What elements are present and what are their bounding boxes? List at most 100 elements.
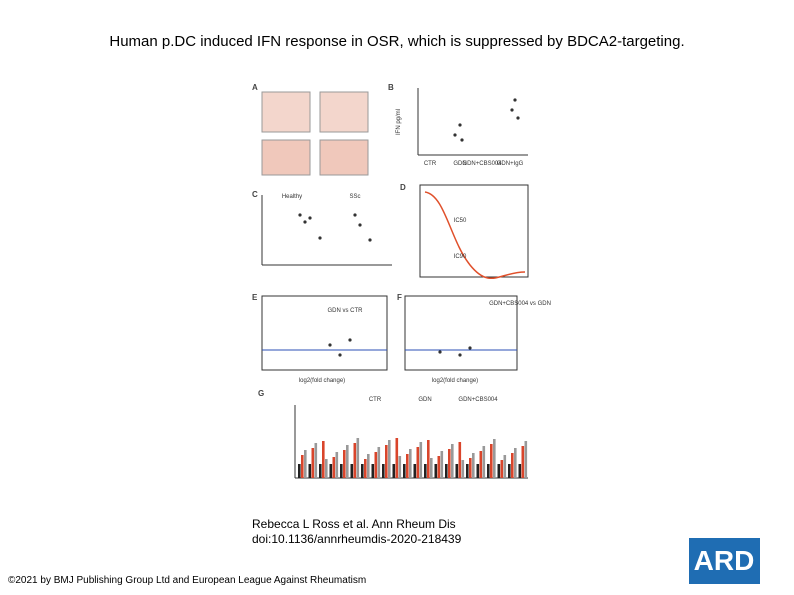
illustrative-bar [361,464,364,478]
logo-box [689,538,760,584]
copyright: ©2021 by BMJ Publishing Group Ltd and Eu… [8,575,366,586]
illustrative-bar [455,464,459,478]
panel-letter: B [388,83,394,92]
illustrative-bar [434,464,438,478]
illustrative-bar [353,443,357,478]
illustrative-bar [427,440,430,478]
illustrative-bar [350,464,354,478]
illustrative-bar [416,447,420,478]
panel-text: GDN vs CTR [328,308,364,314]
plot-frame [404,295,518,371]
panel-letter: C [252,190,258,199]
plot-frame [261,295,388,371]
panel-text: log2(fold change) [432,378,478,384]
citation-doi: doi:10.1136/annrheumdis-2020-218439 [252,532,462,546]
illustrative-bar [356,438,360,478]
illustrative-bar [403,464,406,478]
illustrative-dot [516,116,520,120]
panel-text: CTR [424,161,437,167]
illustrative-bar [440,451,444,478]
panel-text: IFN pg/ml [396,109,402,135]
illustrative-bar [487,464,490,478]
illustrative-bar [329,464,333,478]
illustrative-bar [335,452,339,478]
illustrative-bar [346,445,349,478]
illustrative-dot [308,216,312,220]
panel-text: Healthy [282,194,302,200]
illustrative-bar [466,464,469,478]
illustrative-bar [493,439,496,478]
illustrative-bar [409,449,412,478]
illustrative-bar [314,443,318,478]
bar-group [298,438,528,478]
illustrative-bar [521,446,525,478]
illustrative-dot [510,108,514,112]
illustrative-bar [451,444,454,478]
illustrative-bar [511,453,514,478]
illustrative-bar [395,438,399,478]
illustrative-bar [524,441,528,478]
illustrative-bar [340,464,343,478]
well-illustration [261,139,311,176]
illustrative-bar [461,460,465,478]
plot-frame [419,184,529,278]
illustrative-bar [311,448,315,478]
illustrative-dot [458,123,462,127]
citation-authors: Rebecca L Ross et al. Ann Rheum Dis [252,517,456,531]
panel-letter: E [252,293,258,302]
panel-text: CTR [369,397,382,403]
illustrative-bar [503,455,507,478]
well-illustration [261,91,311,133]
illustrative-bar [343,450,346,478]
illustrative-bar [377,447,381,478]
illustrative-bar [308,464,312,478]
panel-text: GDN+CBS004 [458,397,498,403]
illustrative-bar [479,451,483,478]
illustrative-bar [371,464,375,478]
illustrative-bar [437,456,441,478]
illustrative-dot [458,353,462,357]
illustrative-bar [514,448,517,478]
illustrative-bar [490,444,493,478]
illustrative-bar [518,464,522,478]
panel-text: GDN+CBS004 vs GDN [489,301,551,307]
panel-text: IC50 [454,218,467,224]
illustrative-bar [322,441,325,478]
panel-letter: F [397,293,402,302]
panel-text: GDN [418,397,431,403]
well-illustration [319,139,369,176]
panel-text: GDN+CBS004 [462,161,502,167]
illustrative-bar [448,449,451,478]
panel-text: GDN+IgG [497,161,524,167]
illustrative-bar [392,464,396,478]
illustrative-bar [508,464,511,478]
illustrative-bar [364,459,367,478]
illustrative-dot [318,236,322,240]
panel-letter: A [252,83,258,92]
illustrative-bar [497,464,501,478]
illustrative-dot [328,343,332,347]
illustrative-dot [303,220,307,224]
illustrative-bar [445,464,448,478]
illustrative-bar [325,459,328,478]
panel-text: IC90 [454,254,467,260]
illustrative-dot [338,353,342,357]
illustrative-bar [388,440,391,478]
illustrative-dot [460,138,464,142]
panel-letter: D [400,183,406,192]
illustrative-bar [469,458,472,478]
illustrative-bar [419,442,423,478]
illustrative-bar [298,464,301,478]
illustrative-dot [468,346,472,350]
illustrative-bar [398,456,402,478]
illustrative-bar [304,450,307,478]
slide-title: Human p.DC induced IFN response in OSR, … [109,33,684,50]
illustrative-bar [301,455,304,478]
illustrative-bar [472,453,475,478]
illustrative-bar [367,454,370,478]
illustrative-bar [500,460,504,478]
illustrative-dot [453,133,457,137]
panel-letter: G [258,389,264,398]
